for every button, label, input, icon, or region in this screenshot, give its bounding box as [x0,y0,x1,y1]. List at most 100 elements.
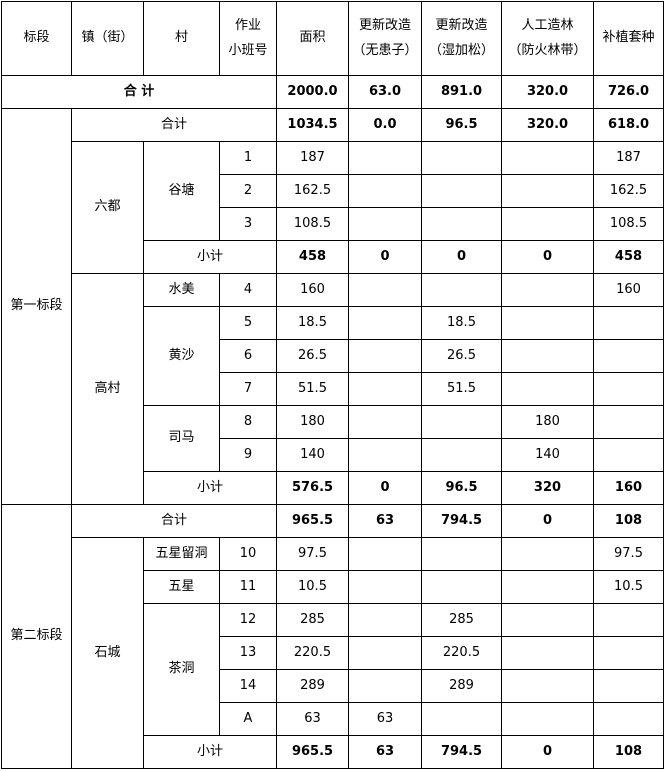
plot-id: 8 [219,405,277,439]
value-cell [421,702,502,736]
value-cell [501,636,594,670]
header-line: 更新改造 [435,17,488,33]
value-cell: 96.5 [421,108,502,142]
table-row: 7 51.5 51.5 [2,372,664,406]
value-cell: 458 [276,240,349,274]
table-row: 14 289 289 [2,669,664,703]
value-cell [348,141,422,175]
value-cell [501,570,594,604]
value-cell [421,141,502,175]
header-cell: 补植套种 [593,1,664,76]
value-cell: 320.0 [501,75,594,109]
value-cell: 965.5 [276,735,349,769]
header-line: 人工造林 [521,17,574,33]
table-row: 六都 谷塘 1 187 187 [2,141,664,274]
table-row: 石城 五星留洞 10 97.5 97.5 [2,537,664,769]
header-cell: 标段 [1,1,72,76]
value-cell: 162.5 [276,174,349,208]
section-total-label: 合计 [71,504,277,538]
table-row: 小计 576.5 0 96.5 320 160 [2,471,664,505]
value-cell: 285 [276,603,349,637]
value-cell: 0.0 [348,108,422,142]
plot-id: 14 [219,669,277,703]
value-cell [501,174,594,208]
value-cell: 10.5 [593,570,664,604]
plot-id: 6 [219,339,277,373]
value-cell: 187 [593,141,664,175]
value-cell [501,273,594,307]
value-cell: 0 [501,240,594,274]
value-cell: 140 [276,438,349,472]
value-cell: 108 [593,735,664,769]
value-cell: 1034.5 [276,108,349,142]
value-cell: 2000.0 [276,75,349,109]
value-cell: 26.5 [421,339,502,373]
value-cell: 63 [348,735,422,769]
subtotal-label: 小计 [143,735,277,769]
table-row: A 63 63 [2,702,664,736]
value-cell [348,438,422,472]
value-cell: 289 [421,669,502,703]
grand-total-label: 合 计 [1,75,277,109]
value-cell [421,174,502,208]
value-cell: 0 [348,240,422,274]
value-cell [348,570,422,604]
value-cell [348,372,422,406]
plot-id: 13 [219,636,277,670]
plot-id: 4 [219,273,277,307]
village-name: 茶洞 [143,603,220,736]
value-cell: 285 [421,603,502,637]
plot-id: A [219,702,277,736]
value-cell [348,537,422,571]
value-cell [593,669,664,703]
value-cell: 0 [348,471,422,505]
value-cell [348,636,422,670]
table-row: 高村 水美 4 160 160 [2,273,664,505]
plot-id: 3 [219,207,277,241]
table-row: 合 计 2000.0 63.0 891.0 320.0 726.0 [1,75,664,109]
value-cell: 576.5 [276,471,349,505]
village-name: 司马 [143,405,220,472]
value-cell: 180 [276,405,349,439]
table-row: 2 162.5 162.5 [2,174,664,208]
value-cell [501,669,594,703]
plot-id: 1 [219,141,277,175]
value-cell: 97.5 [593,537,664,571]
value-cell [593,405,664,439]
header-cell: 作业 小班号 [219,1,277,76]
value-cell: 0 [421,240,502,274]
value-cell: 63 [348,702,422,736]
plot-id: 2 [219,174,277,208]
table-row: 3 108.5 108.5 [2,207,664,241]
value-cell: 160 [593,471,664,505]
table-row: 司马 8 180 180 [2,405,664,472]
value-cell [501,372,594,406]
header-cell: 人工造林 （防火林带） [501,1,594,76]
town-name: 高村 [71,273,144,505]
value-cell [421,537,502,571]
value-cell: 108.5 [276,207,349,241]
value-cell: 0 [501,735,594,769]
value-cell: 320 [501,471,594,505]
section-total-label: 合计 [71,108,277,142]
value-cell [421,405,502,439]
value-cell [348,273,422,307]
value-cell: 180 [501,405,594,439]
table-row: 第一标段 合计 1034.5 0.0 96.5 320.0 618.0 [1,108,664,505]
village-name: 五星留洞 [143,537,220,571]
value-cell [501,702,594,736]
header-line: （湿加松） [428,42,494,58]
plot-id: 11 [219,570,277,604]
value-cell [593,603,664,637]
value-cell: 26.5 [276,339,349,373]
value-cell: 187 [276,141,349,175]
value-cell: 18.5 [276,306,349,340]
town-name: 六都 [71,141,144,274]
value-cell [501,207,594,241]
plot-id: 9 [219,438,277,472]
value-cell: 140 [501,438,594,472]
value-cell [421,570,502,604]
value-cell: 10.5 [276,570,349,604]
value-cell: 63 [348,504,422,538]
